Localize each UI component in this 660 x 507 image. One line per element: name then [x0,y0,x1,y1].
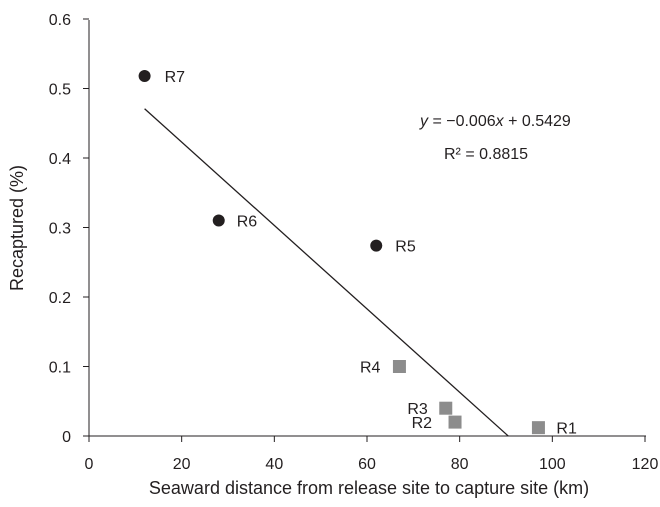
equation-x-var: x [495,113,505,130]
label-r6: R6 [237,214,258,231]
point-r4 [392,360,406,373]
point-r3 [439,401,453,415]
point-r1 [531,421,545,435]
equation-y-var: y [419,113,429,130]
label-r7: R7 [165,69,186,86]
x-tick-label: 100 [539,456,566,473]
y-tick-label: 0.5 [49,82,71,99]
ticks: 0 20 40 60 80 100 120 0 0.1 0.2 0.3 0.4 0.5 0.6 [49,12,659,473]
point-r5 [370,239,383,252]
y-tick-label: 0.6 [49,12,71,29]
y-axis-title: Recaptured (%) [7,165,27,291]
equation-intercept: + 0.5429 [504,113,571,130]
point-r7 [138,69,151,82]
r-squared-label: R² = 0.8815 [444,146,528,163]
label-r5: R5 [395,239,416,256]
equation-slope: = −0.006 [428,113,496,130]
label-r4: R4 [360,360,381,377]
y-tick-label: 0.2 [49,290,71,307]
x-tick-label: 120 [632,456,659,473]
point-r2 [448,415,462,429]
trendline [144,108,509,437]
data-points [138,69,545,435]
y-tick-label: 0.1 [49,360,71,377]
x-tick-label: 60 [358,456,376,473]
y-tick-label: 0.4 [49,151,71,168]
trendline-group [144,108,509,437]
x-tick-label: 20 [173,456,191,473]
y-tick-label: 0.3 [49,221,71,238]
x-tick-label: 0 [85,456,94,473]
label-r2: R2 [412,415,433,432]
point-r6 [212,214,225,227]
label-r3: R3 [407,401,428,418]
x-tick-label: 80 [451,456,469,473]
y-tick-label: 0 [62,429,71,446]
x-tick-label: 40 [265,456,283,473]
trendline-equation: y = −0.006x + 0.5429 [419,113,571,130]
label-r1: R1 [556,421,577,438]
x-axis-title: Seaward distance from release site to ca… [149,478,589,498]
